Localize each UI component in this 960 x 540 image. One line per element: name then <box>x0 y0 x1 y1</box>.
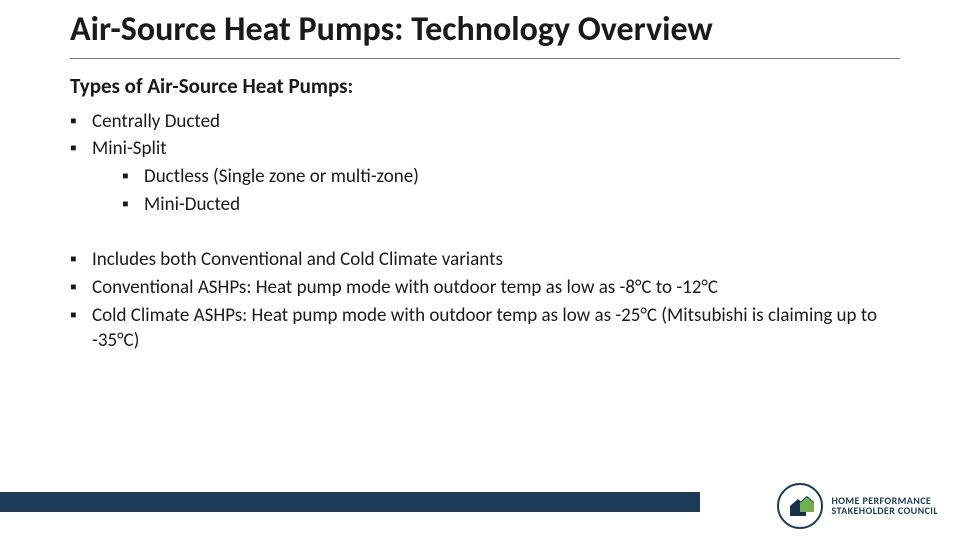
footer-logo-text: HOME PERFORMANCE STAKEHOLDER COUNCIL <box>832 496 938 516</box>
list-item: Includes both Conventional and Cold Clim… <box>70 247 900 273</box>
list-item: Centrally Ducted <box>70 109 900 135</box>
list-item-text: Cold Climate ASHPs: Heat pump mode with … <box>92 304 877 353</box>
house-logo-icon <box>776 482 824 530</box>
list-item: Cold Climate ASHPs: Heat pump mode with … <box>70 303 900 354</box>
slide-title: Air-Source Heat Pumps: Technology Overvi… <box>70 12 900 48</box>
footer-logo: HOME PERFORMANCE STAKEHOLDER COUNCIL <box>776 482 938 530</box>
footer-bar <box>0 492 700 512</box>
list-item-text: Conventional ASHPs: Heat pump mode with … <box>92 276 718 299</box>
list-item: Mini-Split Ductless (Single zone or mult… <box>70 136 900 217</box>
list-item-text: Centrally Ducted <box>92 110 220 133</box>
spacer <box>70 219 900 247</box>
subheading: Types of Air-Source Heat Pumps: <box>70 73 900 99</box>
bullet-group-notes: Includes both Conventional and Cold Clim… <box>70 247 900 354</box>
list-item: Conventional ASHPs: Heat pump mode with … <box>70 275 900 301</box>
title-rule <box>70 58 900 59</box>
content-area: Air-Source Heat Pumps: Technology Overvi… <box>0 0 960 354</box>
bullet-group-types: Centrally Ducted Mini-Split Ductless (Si… <box>70 109 900 218</box>
slide: Air-Source Heat Pumps: Technology Overvi… <box>0 0 960 540</box>
sub-list: Ductless (Single zone or multi-zone) Min… <box>122 164 900 217</box>
logo-line-2: STAKEHOLDER COUNCIL <box>832 506 938 516</box>
list-item-text: Mini-Split <box>92 137 167 160</box>
list-item: Mini-Ducted <box>122 192 900 218</box>
list-item: Ductless (Single zone or multi-zone) <box>122 164 900 190</box>
list-item-text: Ductless (Single zone or multi-zone) <box>144 165 419 188</box>
list-item-text: Mini-Ducted <box>144 193 240 216</box>
list-item-text: Includes both Conventional and Cold Clim… <box>92 248 503 271</box>
